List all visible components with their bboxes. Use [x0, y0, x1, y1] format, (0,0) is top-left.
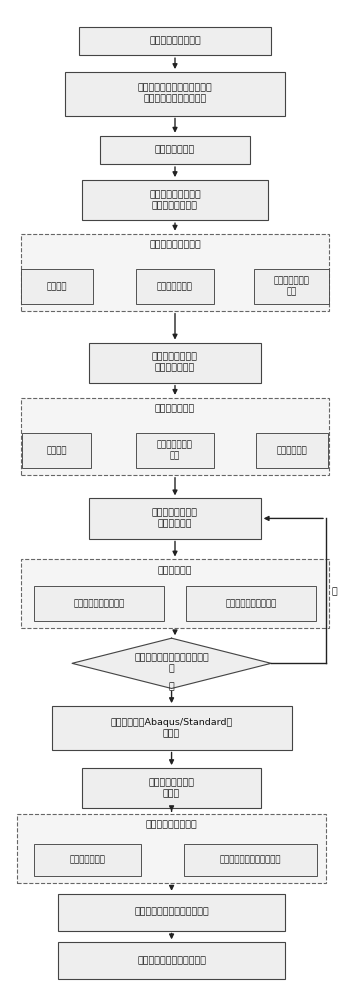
Text: 建立组件及土壤模型: 建立组件及土壤模型 [149, 240, 201, 249]
Text: 参数化仿真时间和步长: 参数化仿真时间和步长 [225, 599, 277, 608]
Bar [21, 269, 93, 304]
Text: 提取组件加速度结果: 提取组件加速度结果 [146, 821, 197, 830]
Text: 自动化赋予材料
属性: 自动化赋予材料 属性 [274, 276, 309, 296]
Bar [17, 814, 326, 883]
Bar [256, 433, 328, 468]
Bar [34, 586, 164, 621]
Bar [99, 136, 251, 164]
Text: 返回器模型组件划分: 返回器模型组件划分 [149, 36, 201, 45]
Bar [58, 942, 285, 979]
Text: 组件装配: 组件装配 [47, 446, 67, 455]
Text: 自动化网格划分: 自动化网格划分 [157, 282, 193, 291]
Bar [79, 27, 271, 55]
Text: 按组件进行冲击相应谱包络: 按组件进行冲击相应谱包络 [137, 956, 206, 965]
Text: 建立（修改）组件及
土壤模型配置文件: 建立（修改）组件及 土壤模型配置文件 [149, 190, 201, 210]
Bar [254, 269, 329, 304]
Bar [135, 269, 215, 304]
Text: 建立工作目录群: 建立工作目录群 [155, 145, 195, 154]
Text: 是否完成所有工况仿真模型建
立: 是否完成所有工况仿真模型建 立 [134, 653, 209, 673]
Bar [82, 180, 268, 220]
Text: 参数化边界条件和载荷: 参数化边界条件和载荷 [73, 599, 125, 608]
Text: 建立仿真模型: 建立仿真模型 [158, 566, 192, 575]
Text: 结果自动化保存于文本文件: 结果自动化保存于文本文件 [220, 856, 281, 865]
Bar [65, 72, 285, 116]
Text: 加速度响应转换为冲击相应谱: 加速度响应转换为冲击相应谱 [134, 908, 209, 917]
Text: 建立（修改）仿真
模型配置文件: 建立（修改）仿真 模型配置文件 [152, 508, 198, 528]
Text: 组件间自动化连
接性: 组件间自动化连 接性 [157, 441, 193, 461]
Bar [58, 894, 285, 931]
Text: 提取响应点数据: 提取响应点数据 [70, 856, 105, 865]
Bar [51, 706, 292, 750]
Polygon shape [72, 638, 271, 688]
Bar [89, 343, 261, 383]
Bar [21, 559, 329, 628]
Bar [89, 498, 261, 539]
Bar [186, 586, 316, 621]
Bar [34, 844, 141, 876]
Text: 否: 否 [331, 588, 337, 597]
Text: 建立结果后处理配
置文件: 建立结果后处理配 置文件 [148, 778, 195, 798]
Bar [22, 433, 91, 468]
Text: 几何建模: 几何建模 [47, 282, 67, 291]
Text: 建立（修改）组装
体模型配置文件: 建立（修改）组装 体模型配置文件 [152, 353, 198, 373]
Text: 是: 是 [169, 683, 174, 692]
Bar [183, 844, 317, 876]
Text: 建立组装体模型: 建立组装体模型 [155, 405, 195, 414]
Bar [21, 398, 329, 475]
Text: 提取组件及土壤的几何特征尺
寸、安装位置和装配关系: 提取组件及土壤的几何特征尺 寸、安装位置和装配关系 [138, 84, 212, 104]
Bar [82, 768, 261, 808]
Text: 所有工况提交Abaqus/Standard求
解计算: 所有工况提交Abaqus/Standard求 解计算 [111, 718, 233, 738]
Bar [135, 433, 215, 468]
Text: 整体质量配平: 整体质量配平 [276, 446, 307, 455]
Bar [21, 234, 329, 311]
